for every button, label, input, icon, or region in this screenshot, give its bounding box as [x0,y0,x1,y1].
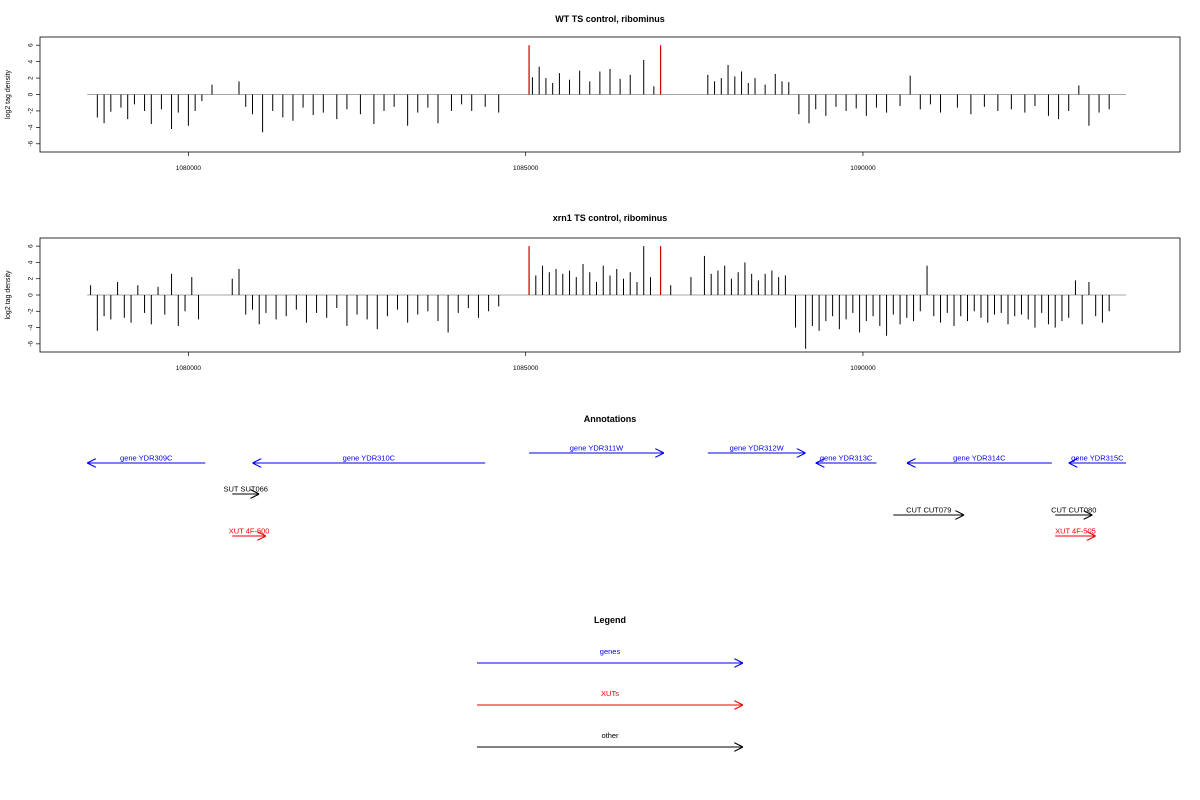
feature-label: gene YDR315C [1071,454,1124,463]
chart-title: WT TS control, ribominus [555,14,665,24]
y-tick-label: -2 [28,108,35,114]
annotations-title: Annotations [584,414,637,424]
x-tick-label: 1085000 [513,165,539,172]
y-tick-label: -6 [28,341,35,347]
feature-label: gene YDR314C [953,454,1006,463]
feature-label: gene YDR312W [730,444,785,453]
y-tick-label: 4 [28,260,35,264]
y-tick-label: 6 [28,244,35,248]
y-tick-label: 6 [28,43,35,47]
feature-label: gene YDR313C [820,454,873,463]
legend-title: Legend [594,615,626,625]
feature-label: XUT 4F-505 [1055,527,1096,536]
y-axis-label: log2 tag density [5,270,12,320]
y-tick-label: 4 [28,59,35,63]
legend-label: genes [600,647,621,656]
chart-title: xrn1 TS control, ribominus [553,213,668,223]
feature-label: SUT SUT066 [224,485,268,494]
y-tick-label: -4 [28,124,35,130]
x-tick-label: 1080000 [176,365,202,372]
x-tick-label: 1090000 [850,365,876,372]
legend-label: other [601,731,619,740]
y-tick-label: 2 [28,76,35,80]
feature-label: CUT CUT080 [1051,506,1096,515]
x-tick-label: 1090000 [850,165,876,172]
feature-label: CUT CUT079 [906,506,951,515]
y-tick-label: 2 [28,277,35,281]
y-tick-label: -4 [28,324,35,330]
x-tick-label: 1085000 [513,365,539,372]
feature-label: gene YDR310C [343,454,396,463]
legend-label: XUTs [601,689,619,698]
y-axis-label: log2 tag density [5,69,12,119]
y-tick-label: -6 [28,141,35,147]
y-tick-label: 0 [28,92,35,96]
y-tick-label: 0 [28,293,35,297]
feature-label: gene YDR311W [570,444,624,453]
y-tick-label: -2 [28,308,35,314]
feature-label: gene YDR309C [120,454,173,463]
feature-label: XUT 4F-500 [229,527,270,536]
x-tick-label: 1080000 [176,165,202,172]
